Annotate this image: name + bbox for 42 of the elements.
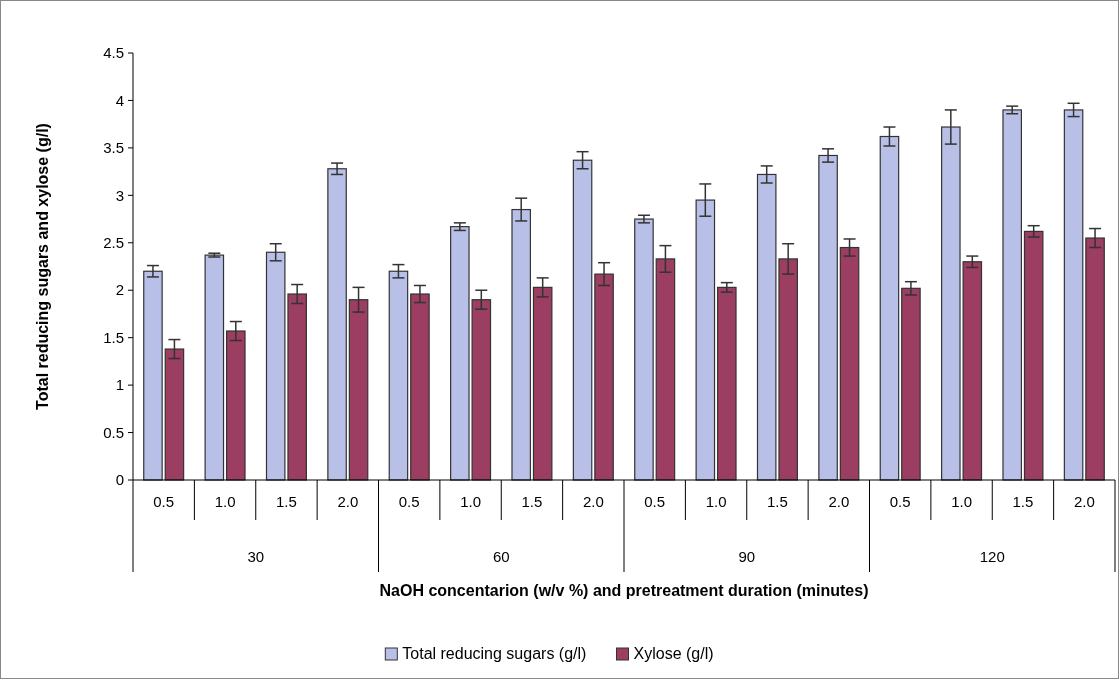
x-tick-label: 0.5 <box>153 493 175 510</box>
x-tick-label: 1.5 <box>1012 493 1034 510</box>
text: 90 <box>738 548 756 565</box>
bar <box>143 270 163 481</box>
x-tick-label: 1.5 <box>521 493 543 510</box>
x-tick-label: 2.0 <box>582 493 604 510</box>
x-tick-label: 1.0 <box>951 493 972 510</box>
bar <box>818 154 838 481</box>
y-tick-label: 1 <box>115 376 124 394</box>
bar <box>1023 230 1044 481</box>
bar <box>1002 109 1022 481</box>
x-tick-label: 1.0 <box>705 493 727 510</box>
y-tick-label: 2 <box>115 281 124 299</box>
x-tick-label: 2.0 <box>828 493 850 510</box>
bar <box>717 286 737 481</box>
x-tick-label: 1.5 <box>276 493 297 510</box>
x-axis-title: NaOH concentarion (w/v %) and pretreatment duration (minutes) <box>379 582 869 599</box>
y-tick-label: 0.5 <box>103 423 124 441</box>
bar <box>634 218 654 481</box>
legend-label: Total reducing sugars (g/l) <box>402 645 587 662</box>
y-tick-label: 0 <box>115 471 124 489</box>
x-tick-label: 2.0 <box>337 493 359 510</box>
x-tick-label: 1.0 <box>460 493 481 510</box>
y-tick-label: 4.5 <box>103 44 124 62</box>
text: 60 <box>492 548 510 565</box>
text: 120 <box>979 548 1005 565</box>
legend-label: Xylose (g/l) <box>633 645 714 662</box>
bar <box>327 168 347 481</box>
y-tick-label: 1.5 <box>103 328 124 346</box>
x-tick-label: 1.0 <box>214 493 236 510</box>
x-tick-label: 0.5 <box>398 493 420 510</box>
bar <box>204 254 225 481</box>
x-tick-label: 2.0 <box>1073 493 1095 510</box>
text: 30 <box>247 548 265 565</box>
x-tick-label: 0.5 <box>644 493 666 510</box>
y-tick-label: 3 <box>115 186 124 204</box>
y-tick-label: 3.5 <box>103 139 124 157</box>
y-axis-title: Total reducing sugars and xylose (g/l) <box>34 123 51 410</box>
y-tick-label: 4 <box>115 91 124 109</box>
y-tick-label: 2.5 <box>103 234 124 252</box>
x-tick-label: 1.5 <box>767 493 788 510</box>
x-tick-label: 0.5 <box>889 493 911 510</box>
